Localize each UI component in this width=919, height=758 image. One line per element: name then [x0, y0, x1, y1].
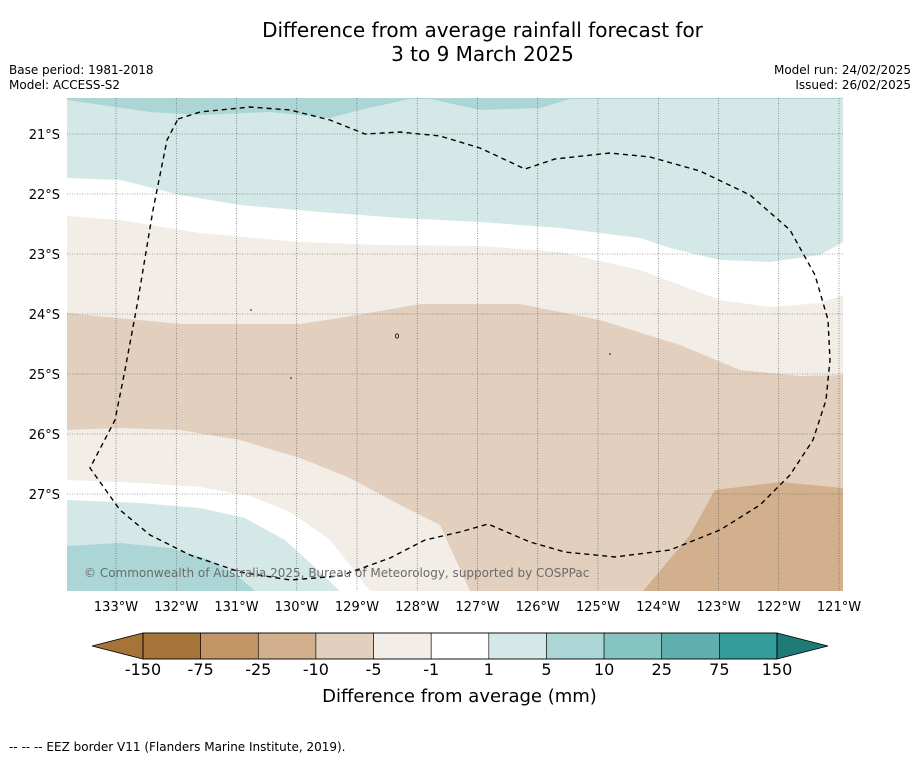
longitude-tick-label: 123°W [696, 600, 740, 615]
longitude-tick-label: 128°W [395, 600, 439, 615]
contour-m25-southeast [643, 482, 843, 591]
colorbar-label: Difference from average (mm) [322, 686, 597, 707]
colorbar-tick-label: -5 [365, 660, 382, 679]
rainfall-contours [67, 98, 843, 591]
colorbar-segment [142, 632, 201, 660]
longitude-tick-label: 124°W [636, 600, 680, 615]
title-line-2: 3 to 9 March 2025 [391, 42, 574, 66]
colorbar-tick-label: 150 [761, 660, 793, 679]
colorbar-tick-label: 1 [483, 660, 494, 679]
colorbar-segment [719, 632, 778, 660]
latitude-tick-label: 21°S [29, 128, 60, 143]
longitude-labels: 133°W 132°W 131°W 130°W 129°W 128°W 127°W 126°W… [94, 600, 861, 615]
contour-p5-south [67, 543, 255, 591]
colorbar-segment [257, 632, 317, 660]
island-marker [290, 377, 292, 379]
longitude-tick-label: 131°W [214, 600, 258, 615]
colorbar-tick-label: -1 [423, 660, 440, 679]
latitude-labels: 21°S 22°S 23°S 24°S 25°S 26°S 27°S [29, 128, 60, 503]
latitude-tick-label: 24°S [29, 308, 60, 323]
islands [250, 309, 611, 379]
model-label: Model: ACCESS-S2 [9, 78, 121, 92]
longitude-tick-label: 126°W [516, 600, 560, 615]
colorbar-segments [142, 632, 778, 660]
longitude-tick-label: 129°W [335, 600, 379, 615]
colorbar-segment [603, 632, 663, 660]
meta-left: Base period: 1981-2018 Model: ACCESS-S2 [9, 63, 154, 93]
title-line-1: Difference from average rainfall forecas… [262, 18, 703, 42]
eez-footnote: -- -- -- EEZ border V11 (Flanders Marine… [9, 740, 346, 754]
colorbar-tick-label: 5 [541, 660, 552, 679]
colorbar-tick-label: 25 [651, 660, 672, 679]
model-run-label: Model run: 24/02/2025 [773, 63, 911, 77]
issued-label: Issued: 26/02/2025 [795, 78, 911, 92]
longitude-tick-label: 132°W [154, 600, 198, 615]
latitude-tick-label: 22°S [29, 188, 60, 203]
longitude-tick-label: 121°W [817, 600, 861, 615]
colorbar-segment [373, 632, 432, 660]
latitude-tick-label: 23°S [29, 248, 60, 263]
latitude-tick-label: 26°S [29, 428, 60, 443]
colorbar-tick-label: -75 [187, 660, 214, 679]
longitude-tick-label: 127°W [455, 600, 499, 615]
colorbar-segment [315, 632, 374, 660]
island-marker [250, 309, 252, 311]
base-period-label: Base period: 1981-2018 [9, 63, 154, 77]
colorbar-extend-low [91, 632, 144, 660]
longitude-tick-label: 125°W [576, 600, 620, 615]
longitude-tick-label: 122°W [757, 600, 801, 615]
contour-p1-north [67, 98, 843, 262]
contour-p5-north [67, 98, 843, 118]
colorbar-tick-label: -25 [245, 660, 272, 679]
longitude-tick-label: 130°W [275, 600, 319, 615]
longitude-tick-label: 133°W [94, 600, 138, 615]
graticule [67, 98, 843, 591]
meta-right: Model run: 24/02/2025 Issued: 26/02/2025 [774, 63, 911, 93]
colorbar-segment [661, 632, 720, 660]
colorbar-segment [546, 632, 605, 660]
colorbar-tick-label: -10 [302, 660, 329, 679]
copyright-text: © Commonwealth of Australia 2025, Bureau… [84, 566, 589, 580]
latitude-tick-label: 27°S [29, 488, 60, 503]
colorbar-tick-label: 75 [709, 660, 730, 679]
colorbar-segment [430, 632, 490, 660]
colorbar-segment [200, 632, 259, 660]
colorbar-segment [488, 632, 547, 660]
colorbar-frame [142, 632, 778, 660]
colorbar-extend-high [776, 632, 829, 660]
colorbar-tick-label: 10 [593, 660, 615, 679]
eez-border [89, 106, 831, 581]
map-title: Difference from average rainfall forecas… [0, 18, 919, 66]
island-marker [609, 353, 611, 355]
latitude-tick-label: 25°S [29, 368, 60, 383]
island-marker [394, 333, 399, 339]
colorbar-tick-label: -150 [124, 660, 162, 679]
colorbar [91, 632, 829, 660]
